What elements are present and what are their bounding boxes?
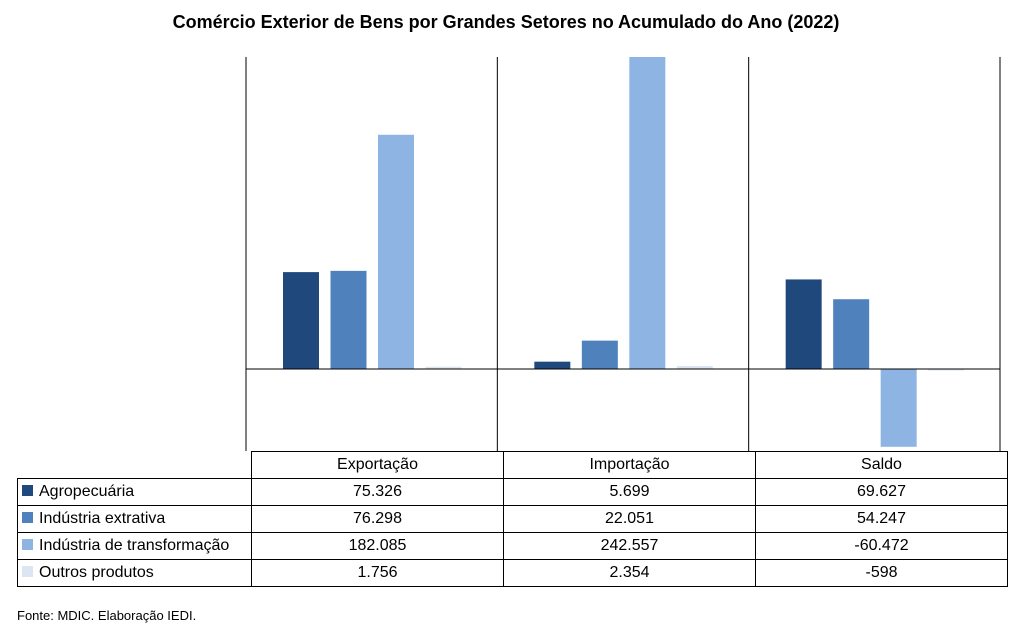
legend-swatch <box>22 485 33 497</box>
data-label: 1.756 <box>251 559 504 587</box>
category-label: Importação <box>503 451 756 479</box>
bar-chart-plot <box>245 57 1001 451</box>
bar <box>928 369 965 371</box>
data-label: 76.298 <box>251 505 504 533</box>
legend-swatch <box>22 539 33 551</box>
bar <box>283 272 319 369</box>
data-label: 182.085 <box>251 532 504 560</box>
bar <box>785 279 822 369</box>
data-label: -598 <box>755 559 1008 587</box>
data-label: 54.247 <box>755 505 1008 533</box>
table-row: Indústria de transformação 182.085 242.557… <box>17 532 1008 560</box>
bar <box>833 299 870 369</box>
legend-swatch <box>22 566 33 578</box>
bar <box>629 57 666 369</box>
data-label: 242.557 <box>503 532 756 560</box>
table-row: Agropecuária 75.326 5.699 69.627 <box>17 478 1008 506</box>
category-label: Saldo <box>755 451 1008 479</box>
legend-entry: Agropecuária <box>17 478 252 506</box>
legend-entry: Indústria de transformação <box>17 532 252 560</box>
bar <box>534 361 571 369</box>
series-name: Indústria extrativa <box>39 510 166 527</box>
data-label: 22.051 <box>503 505 756 533</box>
bar <box>581 340 618 369</box>
table-row: Indústria extrativa 76.298 22.051 54.247 <box>17 505 1008 533</box>
chart-title: Comércio Exterior de Bens por Grandes Se… <box>172 12 840 32</box>
series-name: Outros produtos <box>39 564 154 581</box>
source-note: Fonte: MDIC. Elaboração IEDI. <box>17 608 197 623</box>
category-label: Exportação <box>251 451 504 479</box>
bar <box>676 365 713 369</box>
series-name: Agropecuária <box>39 483 135 500</box>
data-label: 5.699 <box>503 478 756 506</box>
table-header-row: Exportação Importação Saldo <box>17 451 1008 479</box>
legend-entry: Outros produtos <box>17 559 252 587</box>
bar <box>880 369 917 447</box>
data-table: Exportação Importação Saldo Agropecuária 75.… <box>17 451 1008 587</box>
data-label: 2.354 <box>503 559 756 587</box>
bar <box>425 366 462 369</box>
bar <box>378 134 414 369</box>
data-label: -60.472 <box>755 532 1008 560</box>
table-row: Outros produtos 1.756 2.354 -598 <box>17 559 1008 587</box>
data-label: 75.326 <box>251 478 504 506</box>
table-corner <box>17 451 252 479</box>
legend-entry: Indústria extrativa <box>17 505 252 533</box>
series-name: Indústria de transformação <box>39 537 230 554</box>
legend-swatch <box>22 512 33 524</box>
data-label: 69.627 <box>755 478 1008 506</box>
bar <box>330 270 367 369</box>
